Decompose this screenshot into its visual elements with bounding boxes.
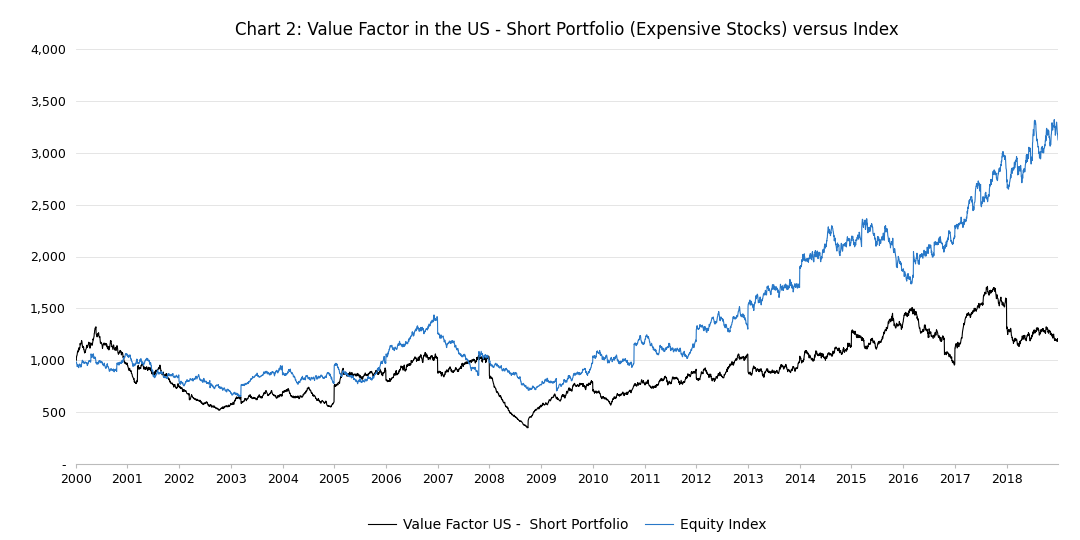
Equity Index [1045, 122, 1058, 128]
Value Factor US -  Short Portfolio [1026, 329, 1039, 335]
Legend: Value Factor US -  Short Portfolio, Equity Index: Value Factor US - Short Portfolio, Equit… [363, 513, 771, 538]
Value Factor US -  Short Portfolio [1052, 338, 1065, 345]
Value Factor US -  Short Portfolio [811, 352, 824, 358]
Value Factor US -  Short Portfolio [981, 283, 994, 289]
Equity Index [811, 248, 824, 254]
Equity Index [292, 380, 305, 386]
Equity Index [232, 393, 245, 400]
Value Factor US -  Short Portfolio [339, 370, 352, 377]
Line: Equity Index: Equity Index [76, 119, 1058, 396]
Value Factor US -  Short Portfolio [522, 424, 535, 431]
Value Factor US -  Short Portfolio [1045, 331, 1058, 338]
Equity Index [1026, 139, 1039, 145]
Equity Index [1048, 116, 1061, 123]
Equity Index [339, 370, 352, 376]
Equity Index [1037, 150, 1050, 156]
Equity Index [1052, 137, 1065, 143]
Value Factor US -  Short Portfolio [291, 394, 303, 400]
Value Factor US -  Short Portfolio [1037, 325, 1050, 332]
Title: Chart 2: Value Factor in the US - Short Portfolio (Expensive Stocks) versus Inde: Chart 2: Value Factor in the US - Short … [235, 21, 899, 39]
Value Factor US -  Short Portfolio [69, 357, 82, 363]
Equity Index [69, 358, 82, 365]
Line: Value Factor US -  Short Portfolio: Value Factor US - Short Portfolio [76, 286, 1058, 428]
